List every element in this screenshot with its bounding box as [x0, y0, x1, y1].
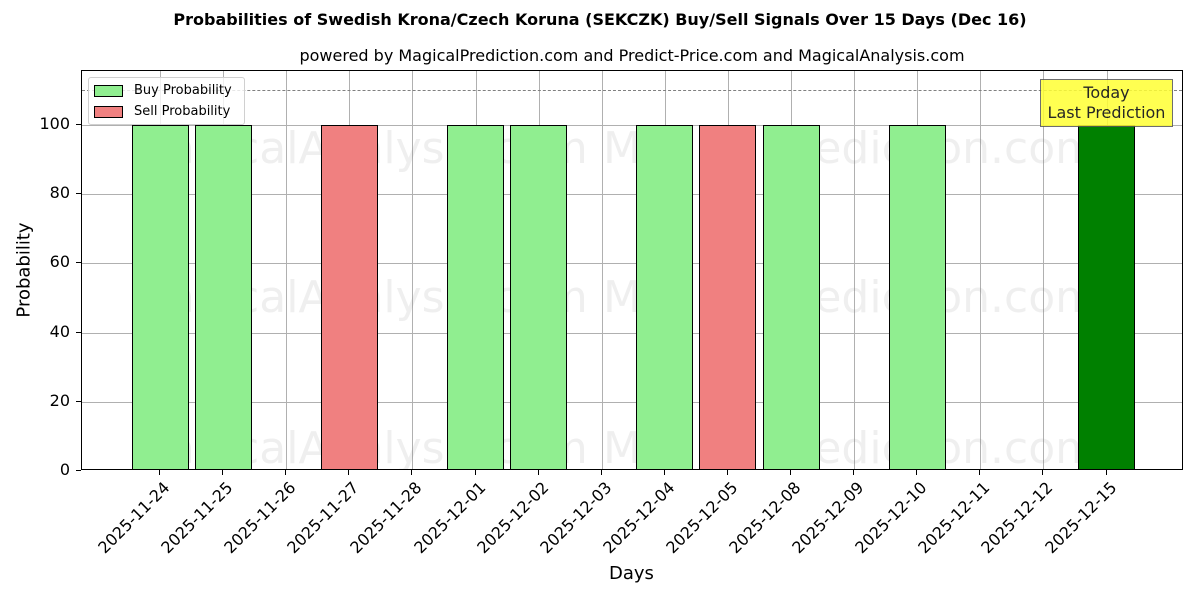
x-tick [916, 470, 918, 475]
grid-line-horizontal [82, 332, 1182, 334]
sell-bar [699, 124, 757, 469]
y-tick-label: 100 [39, 113, 70, 133]
grid-line-vertical [1043, 71, 1045, 469]
legend: Buy Probability Sell Probability [88, 77, 245, 125]
grid-line-vertical [412, 71, 414, 469]
grid-line-vertical [854, 71, 856, 469]
buy-bar [131, 124, 189, 469]
annotation-line2: Last Prediction [1047, 103, 1166, 122]
x-tick [159, 470, 160, 475]
buy-swatch-icon [94, 84, 123, 97]
y-tick [76, 470, 81, 471]
x-tick [1042, 470, 1044, 475]
grid-line-vertical [601, 71, 603, 469]
grid-line-horizontal [82, 401, 1182, 403]
buy-bar [888, 124, 946, 469]
x-tick [1105, 470, 1107, 475]
legend-item-sell: Sell Probability [94, 104, 230, 119]
y-tick [76, 331, 81, 333]
buy-bar [636, 124, 694, 469]
y-tick [76, 400, 81, 402]
legend-label-sell: Sell Probability [134, 104, 231, 119]
y-tick-label: 40 [49, 321, 70, 341]
buy-bar [1078, 124, 1135, 469]
annotation-line1: Today [1083, 83, 1130, 102]
y-tick-label: 80 [49, 183, 70, 203]
buy-bar [762, 124, 820, 469]
buy-bar [447, 124, 504, 469]
grid-line-horizontal [82, 194, 1182, 196]
x-tick [726, 470, 728, 475]
chart-title: Probabilities of Swedish Krona/Czech Kor… [173, 10, 1027, 29]
sell-swatch-icon [94, 105, 123, 118]
x-tick [537, 470, 539, 475]
x-tick [285, 470, 287, 475]
y-tick [76, 262, 81, 264]
chart-subtitle: powered by MagicalPrediction.com and Pre… [299, 46, 965, 65]
y-axis-title: Probability [13, 222, 35, 318]
buy-bar [510, 124, 568, 469]
x-tick [474, 470, 476, 475]
y-tick-label: 60 [49, 252, 70, 272]
x-tick [600, 470, 602, 475]
x-axis-title: Days [609, 563, 654, 584]
x-tick [790, 470, 791, 475]
legend-item-buy: Buy Probability [94, 83, 232, 98]
x-tick [663, 470, 665, 475]
reference-line [82, 90, 1182, 92]
x-tick [853, 470, 855, 475]
y-tick [76, 123, 81, 125]
grid-line-horizontal [82, 124, 1182, 126]
y-tick-label: 0 [59, 460, 70, 479]
x-tick [348, 470, 350, 475]
x-tick [222, 470, 224, 475]
buy-bar [194, 124, 252, 469]
sell-bar [320, 124, 378, 469]
y-tick [76, 193, 81, 195]
grid-line-vertical [980, 71, 982, 469]
today-annotation: Today Last Prediction [1040, 79, 1173, 127]
legend-label-buy: Buy Probability [134, 83, 232, 98]
x-tick [979, 470, 981, 475]
plot-area: MagicalAnalysis.comMagicalPrediction.com… [81, 70, 1183, 470]
y-tick-label: 20 [49, 390, 70, 410]
grid-line-horizontal [82, 263, 1182, 265]
grid-line-vertical [286, 71, 288, 469]
x-tick [411, 470, 413, 475]
